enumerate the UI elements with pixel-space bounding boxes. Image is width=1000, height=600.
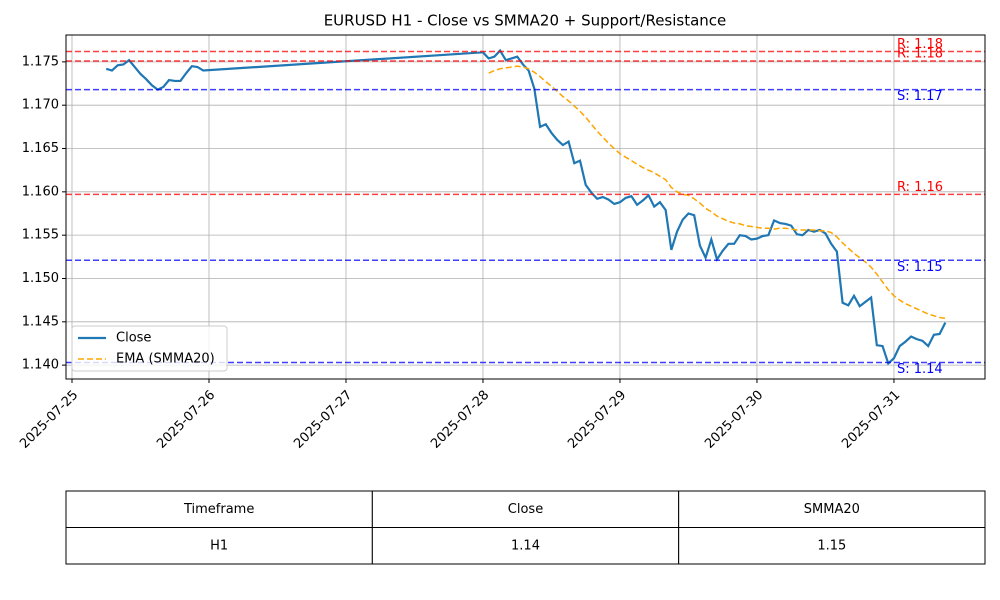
table-cell — [65, 527, 373, 565]
table-header-cell — [678, 490, 986, 528]
line-series — [488, 65, 946, 320]
x-tick-label: 2025-07-25 — [17, 388, 81, 452]
x-tick-label: 2025-07-30 — [702, 388, 766, 452]
x-tick-label: 2025-07-28 — [428, 388, 492, 452]
table-cell-text: H1 — [210, 538, 228, 553]
table-cell-text: 1.15 — [817, 538, 846, 553]
legend-box — [71, 325, 228, 372]
table-header-cell — [371, 490, 680, 528]
level-label: R: 1.18 — [897, 46, 943, 61]
table-header: Close — [508, 502, 543, 517]
x-tick-label: 2025-07-27 — [291, 388, 355, 452]
level-label: R: 1.16 — [897, 180, 943, 195]
y-tick-label: 1.150 — [22, 271, 59, 286]
legend-label: Close — [116, 331, 151, 346]
level-label: S: 1.15 — [897, 260, 943, 275]
table-cell — [678, 527, 986, 565]
y-tick-label: 1.145 — [22, 314, 59, 329]
y-tick-label: 1.155 — [22, 228, 59, 243]
y-tick-label: 1.175 — [22, 54, 59, 69]
y-tick-label: 1.170 — [22, 98, 59, 113]
x-tick-label: 2025-07-29 — [565, 388, 629, 452]
table-cell-text: 1.14 — [511, 538, 540, 553]
x-tick-label: 2025-07-31 — [839, 388, 903, 452]
level-label: R: 1.18 — [897, 37, 943, 52]
y-tick-label: 1.140 — [22, 358, 59, 373]
level-label: S: 1.17 — [897, 89, 943, 104]
y-tick-label: 1.165 — [22, 141, 59, 156]
legend-label: EMA (SMMA20) — [116, 352, 215, 367]
level-label: S: 1.14 — [897, 362, 943, 377]
table-header: SMMA20 — [804, 502, 860, 517]
x-tick-label: 2025-07-26 — [154, 388, 218, 452]
line-series — [105, 48, 947, 366]
chart-title: EURUSD H1 - Close vs SMMA20 + Support/Re… — [324, 12, 727, 30]
table: Timeframe Close SMMA20 H1 1.14 1.15 — [65, 490, 986, 565]
y-tick-label: 1.160 — [22, 184, 59, 199]
plot-frame — [65, 34, 986, 380]
table-header: Timeframe — [183, 502, 254, 517]
